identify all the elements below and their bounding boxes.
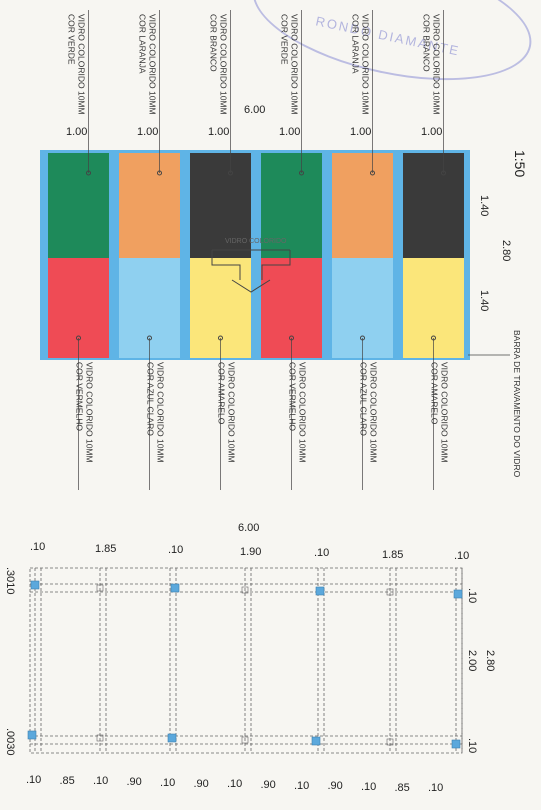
leader-dot	[299, 170, 304, 176]
plan-right-dim-bottom: .10	[466, 738, 478, 754]
leader-dot	[218, 335, 223, 341]
plan-anchor-node	[30, 580, 40, 590]
plan-bottom-dim: .10	[227, 778, 243, 791]
lower-panel-label: VIDRO COLORIDO 10MM COR AMARELO	[429, 362, 450, 463]
leader-dot	[441, 170, 446, 176]
panel-width-label: 1.00	[279, 126, 301, 138]
plan-left-dim-bottom: .0030	[4, 728, 16, 756]
upper-panel-label: VIDRO COLORIDO 10MM COR VERDE	[279, 14, 300, 115]
lower-panel-label: VIDRO COLORIDO 10MM COR VERMELHO	[287, 362, 308, 463]
plan-bottom-dim: .85	[59, 774, 75, 787]
elevation-frame	[40, 150, 470, 360]
plan-bottom-dim: .10	[160, 776, 176, 789]
elevation-height-upper: 1.40	[478, 195, 490, 217]
plan-anchor-node	[451, 739, 461, 749]
panel-width-label: 1.00	[208, 126, 230, 138]
plan-bottom-dim: .90	[193, 777, 209, 790]
leader-dot	[289, 335, 294, 341]
plan-aux-node	[96, 734, 104, 742]
plan-anchor-node	[453, 589, 463, 599]
lower-panel-label: VIDRO COLORIDO 10MM COR AZUL CLARO	[358, 362, 379, 463]
plan-bottom-dim: .10	[26, 774, 42, 786]
plan-anchor-node	[27, 730, 37, 740]
upper-glass-panel	[261, 153, 322, 258]
plan-top-dim: .10	[168, 544, 184, 556]
upper-panel-label: VIDRO COLORIDO 10MM COR LARANJA	[350, 14, 371, 115]
upper-panel-label: VIDRO COLORIDO 10MM COR LARANJA	[137, 14, 158, 115]
plan-top-dim: 1.85	[95, 542, 117, 555]
upper-panel-label: VIDRO COLORIDO 10MM COR VERDE	[66, 14, 87, 115]
panel-width-label: 1.00	[421, 126, 443, 138]
plan-bottom-dim: .90	[260, 778, 276, 791]
leader-dot	[157, 170, 162, 176]
leader-dot	[147, 335, 152, 341]
upper-panel-label: VIDRO COLORIDO 10MM COR BRANCO	[421, 14, 442, 115]
plan-anchor-node	[170, 583, 180, 593]
leader-dot	[86, 170, 91, 176]
plan-anchor-node	[315, 586, 325, 596]
plan-drawing	[27, 567, 463, 754]
plan-right-dim-top: .10	[466, 588, 478, 604]
arrow-note-label: VIDRO COLORIDO	[225, 238, 287, 245]
plan-bottom-dim: .85	[394, 781, 410, 794]
plan-top-dim: 1.90	[240, 545, 262, 558]
upper-panel-label: VIDRO COLORIDO 10MM COR BRANCO	[208, 14, 229, 115]
plan-top-dim: .10	[30, 541, 46, 553]
plan-top-dim: .10	[454, 550, 470, 562]
panel-width-label: 1.00	[137, 126, 159, 138]
elevation-overall-width: 6.00	[244, 104, 266, 116]
plan-outline	[29, 567, 463, 754]
upper-glass-panel	[48, 153, 109, 258]
upper-glass-panel	[403, 153, 464, 258]
leader-dot	[228, 170, 233, 176]
plan-top-dim: .10	[314, 547, 330, 559]
lower-panel-label: VIDRO COLORIDO 10MM COR AZUL CLARO	[145, 362, 166, 463]
panel-width-label: 1.00	[350, 126, 372, 138]
bar-label: BARRA DE TRAVAMENTO DO VIDRO	[512, 330, 522, 478]
plan-aux-node	[386, 588, 394, 596]
plan-bottom-dim: .90	[327, 780, 343, 793]
upper-glass-panel	[332, 153, 393, 258]
leader-dot	[76, 335, 81, 341]
plan-bottom-dim: .10	[428, 782, 444, 795]
plan-anchor-node	[311, 736, 321, 746]
plan-top-dim: 1.85	[382, 548, 404, 561]
plan-bottom-dim: .10	[93, 775, 109, 788]
plan-left-dim-top: .3010	[4, 567, 16, 595]
upper-glass-panel	[190, 153, 251, 258]
leader-dot	[360, 335, 365, 341]
plan-anchor-node	[167, 733, 177, 743]
plan-aux-node	[96, 584, 104, 592]
plan-aux-node	[241, 736, 249, 744]
plan-bottom-dim: .10	[361, 781, 377, 793]
plan-bottom-dim: .90	[126, 776, 142, 789]
elevation-height-lower: 1.40	[478, 290, 490, 312]
arrow-note-symbol	[211, 249, 291, 293]
scale-label: 1:50	[512, 150, 528, 178]
elevation-overall-height: 2.80	[500, 240, 512, 262]
panel-width-label: 1.00	[66, 126, 88, 138]
plan-aux-node	[386, 738, 394, 746]
lower-panel-label: VIDRO COLORIDO 10MM COR VERMELHO	[74, 362, 95, 463]
lower-panel-label: VIDRO COLORIDO 10MM COR AMARELO	[216, 362, 237, 463]
upper-glass-panel	[119, 153, 180, 258]
plan-bottom-dim: .10	[294, 779, 310, 792]
plan-overall-width: 6.00	[238, 522, 260, 534]
leader-dot	[431, 335, 436, 341]
plan-inner-height: 2.00	[466, 650, 478, 672]
leader-dot	[370, 170, 375, 176]
plan-overall-height: 2.80	[484, 650, 496, 672]
plan-aux-node	[241, 586, 249, 594]
